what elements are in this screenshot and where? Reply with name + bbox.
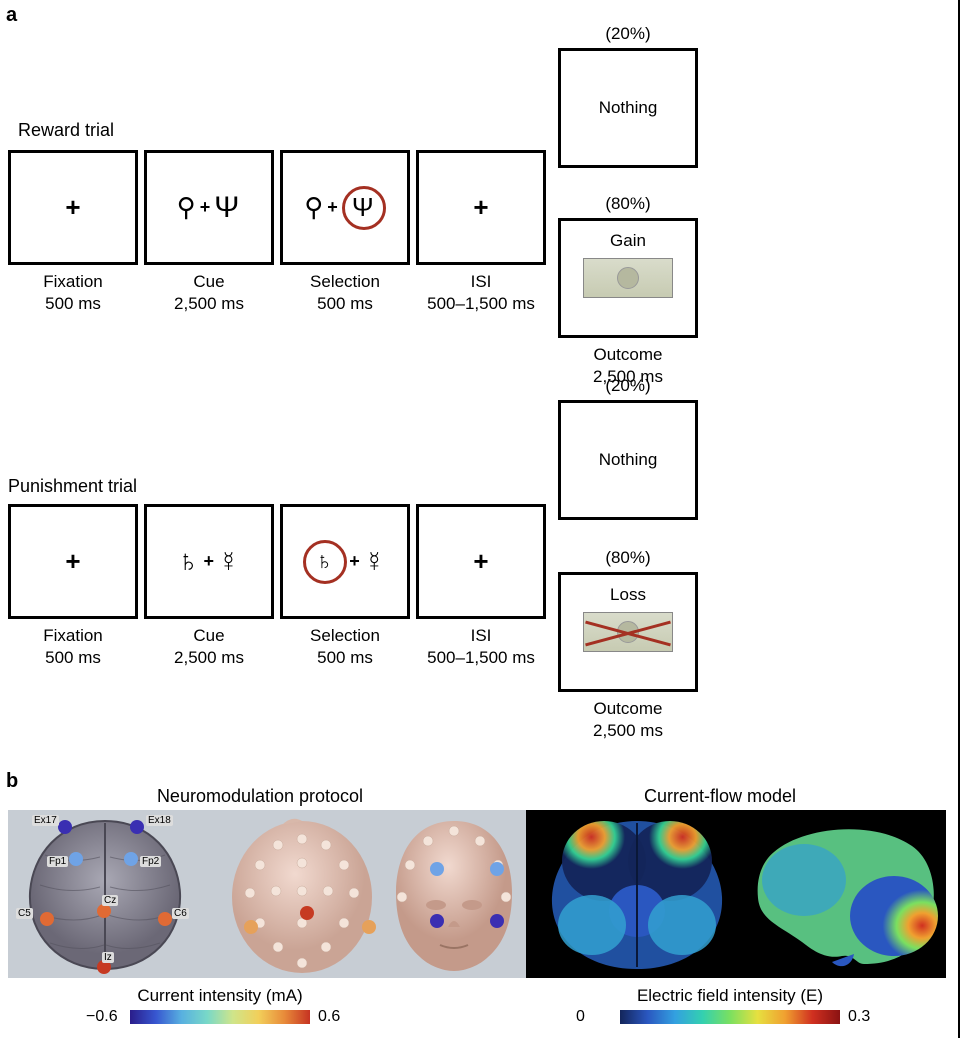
head-front-marker — [430, 914, 444, 928]
box-caption: Fixation500 ms — [8, 625, 138, 669]
figure: a Reward trial b Neuromodulation protoco… — [0, 0, 960, 1038]
colorbar — [620, 1010, 840, 1024]
currentflow-title: Current-flow model — [560, 786, 880, 807]
outcome-pct: (80%) — [558, 194, 698, 214]
head-top-marker — [244, 920, 258, 934]
outcome-caption: Outcome2,500 ms — [558, 698, 698, 742]
electrode-C6 — [158, 912, 172, 926]
electrode-label: Ex17 — [32, 815, 59, 826]
electrode-Fp1 — [69, 852, 83, 866]
electrode-Fp2 — [124, 852, 138, 866]
colorbar-min: 0 — [576, 1008, 585, 1026]
colorbar-max: 0.6 — [318, 1008, 340, 1026]
trial-box-cue: ♄+☿ — [144, 504, 274, 619]
punishment-title: Punishment trial — [8, 476, 137, 497]
outcome-box: Nothing — [558, 400, 698, 520]
outcome-box: Nothing — [558, 48, 698, 168]
head-front-marker — [430, 862, 444, 876]
brain-inferior — [542, 815, 732, 975]
box-caption: ISI500–1,500 ms — [416, 625, 546, 669]
box-caption: Cue2,500 ms — [144, 625, 274, 669]
head-top-marker — [300, 906, 314, 920]
trial-box-isi: + — [416, 504, 546, 619]
box-caption: Selection500 ms — [280, 625, 410, 669]
electrode-C5 — [40, 912, 54, 926]
electrode-label: Ex18 — [146, 815, 173, 826]
colorbar-title: Electric field intensity (E) — [550, 986, 910, 1006]
box-caption: Selection500 ms — [280, 271, 410, 315]
box-caption: Cue2,500 ms — [144, 271, 274, 315]
panel-b-label: b — [6, 770, 18, 793]
outcome-pct: (80%) — [558, 548, 698, 568]
colorbar-title: Current intensity (mA) — [60, 986, 380, 1006]
electrode-label: Fp2 — [140, 856, 161, 867]
head-top — [222, 815, 382, 975]
neuromod-title: Neuromodulation protocol — [100, 786, 420, 807]
electrode-Ex18 — [130, 820, 144, 834]
head-front — [384, 815, 524, 975]
outcome-pct: (20%) — [558, 376, 698, 396]
head-top-marker — [362, 920, 376, 934]
brain-sagittal — [744, 822, 940, 972]
electrode-Ex17 — [58, 820, 72, 834]
electrode-label: C6 — [172, 908, 189, 919]
colorbar-max: 0.3 — [848, 1008, 870, 1026]
electrode-label: C5 — [16, 908, 33, 919]
electrode-label: Iz — [102, 952, 114, 963]
head-front-marker — [490, 862, 504, 876]
electrode-label: Cz — [102, 895, 118, 906]
trial-box-selection: ♄+☿ — [280, 504, 410, 619]
trial-box-isi: + — [416, 150, 546, 265]
trial-box-selection: ⚲+Ψ — [280, 150, 410, 265]
reward-title: Reward trial — [18, 120, 114, 141]
panel-a-label: a — [6, 4, 17, 27]
box-caption: Fixation500 ms — [8, 271, 138, 315]
outcome-pct: (20%) — [558, 24, 698, 44]
outcome-box: Gain — [558, 218, 698, 338]
head-front-marker — [490, 914, 504, 928]
electrode-Cz — [97, 904, 111, 918]
trial-box-fixation: + — [8, 150, 138, 265]
box-caption: ISI500–1,500 ms — [416, 271, 546, 315]
trial-box-cue: ⚲+Ψ — [144, 150, 274, 265]
trial-box-fixation: + — [8, 504, 138, 619]
electrode-label: Fp1 — [47, 856, 68, 867]
colorbar-min: −0.6 — [86, 1008, 118, 1026]
outcome-box: Loss — [558, 572, 698, 692]
colorbar — [130, 1010, 310, 1024]
